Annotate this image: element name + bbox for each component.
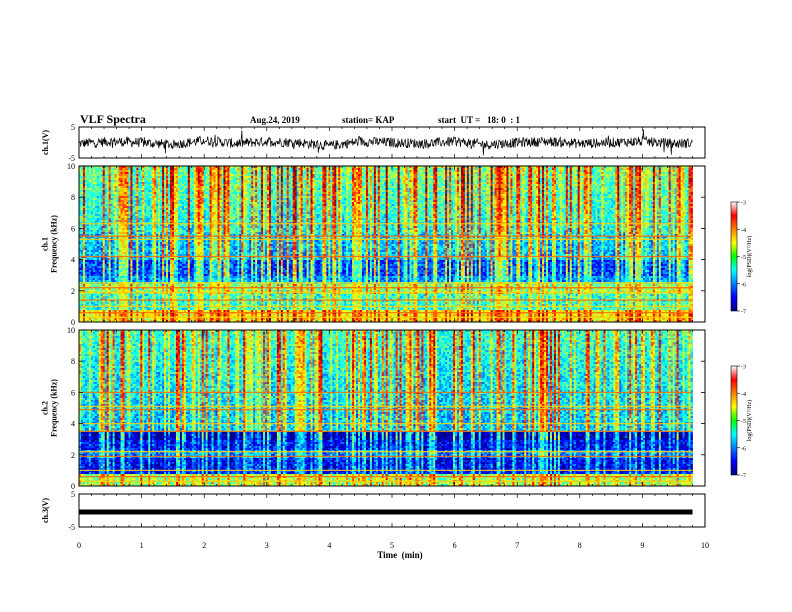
cb1-tick--6: -6 <box>741 282 746 288</box>
ch2-spectrogram-tick-10: 10 <box>67 326 75 335</box>
x-tick-1: 1 <box>140 541 144 550</box>
ch1-spectrogram-tick-8: 8 <box>71 193 75 202</box>
colorbar-ch2: -3 -4 -5 -6 -7 log(PSD)(V²/Hz) <box>731 365 753 480</box>
x-tick-10: 10 <box>701 541 709 550</box>
ch1-waveform-tick-5: 5 <box>71 123 75 132</box>
ch2-spectrogram-cells <box>79 330 693 486</box>
x-tick-3: 3 <box>265 541 269 550</box>
ch1-waveform-panel: 5-5ch.1(V) <box>41 123 705 163</box>
ch2-spectrogram-tick-4: 4 <box>71 420 75 429</box>
ch3-waveform-trace <box>79 510 692 515</box>
cb1-label: log(PSD)(V²/Hz) <box>746 236 753 277</box>
cb1-tick--7: -7 <box>741 310 746 316</box>
ch1-spectrogram-tick-4: 4 <box>71 256 75 265</box>
ch1-spectrogram-tick-2: 2 <box>71 287 75 296</box>
cb2-tick--5: -5 <box>741 419 746 425</box>
cb2-tick--4: -4 <box>741 392 746 398</box>
ch2-spectrogram-tick-2: 2 <box>71 451 75 460</box>
cb2-label: log(PSD)(V²/Hz) <box>746 400 753 441</box>
cb2-gradient <box>731 366 737 475</box>
ch1-spectrogram-ylabel: ch.1Frequency (kHz) <box>41 215 59 273</box>
x-tick-4: 4 <box>327 541 331 550</box>
ch1-spectrogram-tick-6: 6 <box>71 224 75 233</box>
ch2-spectrogram-tick-6: 6 <box>71 388 75 397</box>
figure-title: VLF Spectra <box>80 112 146 126</box>
cb1-tick--4: -4 <box>741 228 746 234</box>
cb2-tick--6: -6 <box>741 446 746 452</box>
x-tick-7: 7 <box>515 541 519 550</box>
colorbar-ch1: -3 -4 -5 -6 -7 log(PSD)(V²/Hz) <box>731 201 753 316</box>
x-tick-6: 6 <box>453 541 457 550</box>
x-tick-5: 5 <box>390 541 394 550</box>
cb2-tick--3: -3 <box>741 365 746 371</box>
x-tick-9: 9 <box>640 541 644 550</box>
ch1-waveform-ylabel: ch.1(V) <box>41 130 50 155</box>
ch1-spectrogram-cells <box>79 166 693 322</box>
header-date: Aug.24, 2019 <box>250 115 300 125</box>
ch3-waveform-tick--5: -5 <box>68 523 75 532</box>
cb1-tick--3: -3 <box>741 201 746 207</box>
ch1-waveform-trace <box>79 130 693 156</box>
x-tick-8: 8 <box>578 541 582 550</box>
vlf-figure: VLF Spectra Aug.24, 2019 station= KAP st… <box>0 0 792 612</box>
x-tick-0: 0 <box>77 541 81 550</box>
header-start-time: start UT = 18: 0 : 1 <box>438 115 520 125</box>
cb1-tick--5: -5 <box>741 255 746 261</box>
time-axis: 0 1 2 3 4 5 6 7 8 9 10 <box>77 541 709 550</box>
ch3-waveform-ylabel: ch.3(V) <box>41 498 50 523</box>
cb1-gradient <box>731 202 737 311</box>
ch2-spectrogram-tick-8: 8 <box>71 357 75 366</box>
ch3-waveform-tick-5: 5 <box>71 490 75 499</box>
x-axis-label: Time (min) <box>377 550 422 560</box>
ch1-spectrogram-tick-10: 10 <box>67 162 75 171</box>
ch2-spectrogram-ylabel: ch.2Frequency (kHz) <box>41 379 59 437</box>
cb2-tick--7: -7 <box>741 474 746 480</box>
ch3-waveform-panel: 5 -5 ch.3(V) <box>41 490 705 532</box>
x-tick-2: 2 <box>202 541 206 550</box>
header-station: station= KAP <box>342 115 395 125</box>
